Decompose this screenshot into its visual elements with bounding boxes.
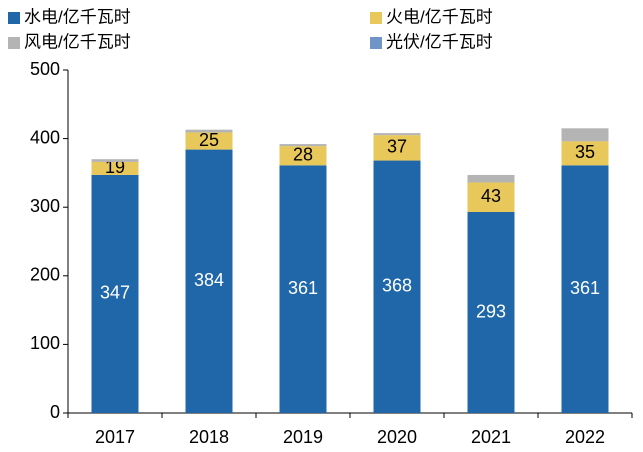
bar-segment bbox=[185, 129, 233, 133]
legend-label: 水电/亿千瓦时 bbox=[24, 7, 131, 26]
legend-swatch bbox=[370, 37, 382, 49]
bar-segment bbox=[467, 212, 515, 413]
bar-segment bbox=[373, 160, 421, 413]
bar-segment bbox=[91, 161, 139, 175]
bar-segment bbox=[373, 133, 421, 136]
bar-segment bbox=[561, 141, 609, 166]
bar-segment bbox=[561, 128, 609, 142]
data-label: 28 bbox=[293, 145, 313, 165]
bar-segment bbox=[91, 159, 139, 162]
y-tick-label: 500 bbox=[30, 59, 60, 79]
y-tick-label: 300 bbox=[30, 196, 60, 216]
bar-segment bbox=[279, 146, 327, 166]
x-tick-label: 2019 bbox=[283, 427, 323, 447]
bar-segment bbox=[373, 135, 421, 161]
y-tick-label: 100 bbox=[30, 333, 60, 353]
data-label: 368 bbox=[382, 276, 412, 296]
bar-segment bbox=[467, 174, 515, 183]
x-tick-label: 2018 bbox=[189, 427, 229, 447]
legend-swatch bbox=[370, 12, 382, 24]
legend-label: 火电/亿千瓦时 bbox=[386, 7, 493, 26]
bar-segment bbox=[91, 174, 139, 413]
data-label: 37 bbox=[387, 137, 407, 157]
x-tick-label: 2021 bbox=[471, 427, 511, 447]
data-label: 293 bbox=[476, 301, 506, 321]
bar-segment bbox=[561, 165, 609, 413]
bar-segment bbox=[185, 149, 233, 414]
x-tick-label: 2017 bbox=[95, 427, 135, 447]
data-label: 35 bbox=[575, 142, 595, 162]
y-tick-label: 400 bbox=[30, 127, 60, 147]
bar-segment bbox=[279, 165, 327, 413]
data-label: 361 bbox=[288, 278, 318, 298]
data-label: 384 bbox=[194, 270, 224, 290]
bar-segment bbox=[467, 182, 515, 213]
bar-segment bbox=[185, 132, 233, 150]
x-tick-label: 2020 bbox=[377, 427, 417, 447]
data-label: 25 bbox=[199, 130, 219, 150]
data-label: 347 bbox=[100, 283, 130, 303]
y-tick-label: 200 bbox=[30, 265, 60, 285]
legend-swatch bbox=[8, 37, 20, 49]
legend-label: 光伏/亿千瓦时 bbox=[386, 32, 493, 51]
data-label: 19 bbox=[105, 157, 125, 177]
bar-segment bbox=[279, 144, 327, 147]
x-tick-label: 2022 bbox=[565, 427, 605, 447]
y-tick-label: 0 bbox=[50, 402, 60, 422]
legend-label: 风电/亿千瓦时 bbox=[24, 32, 131, 51]
data-label: 43 bbox=[481, 186, 501, 206]
legend-swatch bbox=[8, 12, 20, 24]
data-label: 361 bbox=[570, 278, 600, 298]
